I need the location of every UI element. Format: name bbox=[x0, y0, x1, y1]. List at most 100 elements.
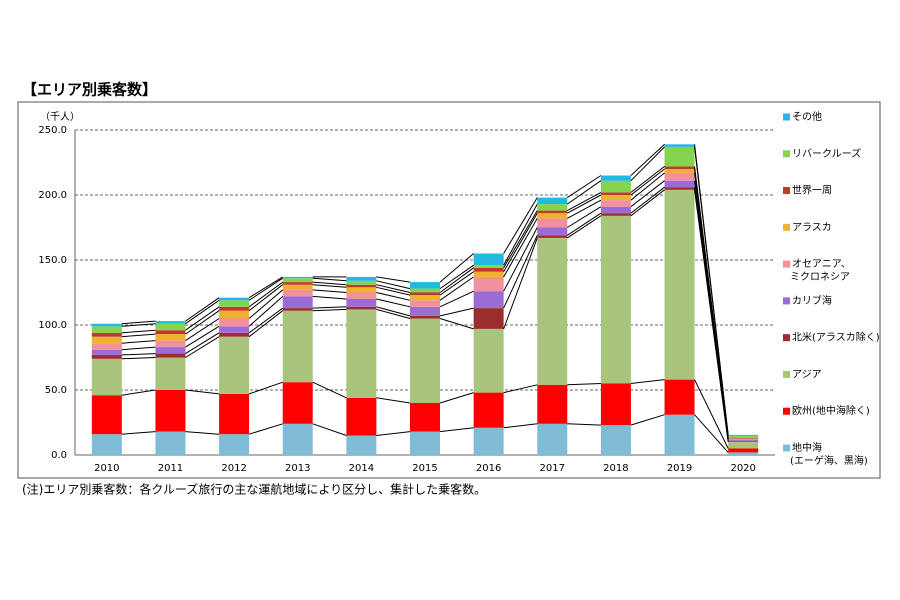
bar-segment bbox=[664, 146, 695, 167]
connector-line bbox=[376, 286, 411, 296]
bar-segment bbox=[537, 235, 568, 238]
x-tick-label: 2015 bbox=[412, 463, 437, 474]
bar-segment bbox=[91, 354, 122, 359]
connector-line bbox=[503, 227, 538, 292]
bar-segment bbox=[282, 382, 313, 424]
bar-segment bbox=[410, 282, 440, 289]
y-unit: （千人） bbox=[40, 111, 80, 123]
connector-line bbox=[630, 186, 665, 214]
connector-line bbox=[630, 180, 665, 208]
bar-segment bbox=[728, 438, 759, 439]
legend-swatch bbox=[783, 223, 790, 231]
connector-line bbox=[567, 199, 602, 219]
bar-segment bbox=[346, 306, 377, 310]
legend-label: アラスカ bbox=[792, 221, 832, 233]
connector-line bbox=[567, 206, 602, 228]
bar-segment bbox=[473, 271, 504, 277]
legend-label: その他 bbox=[792, 110, 822, 123]
connector-line bbox=[439, 264, 474, 290]
bar-segment bbox=[155, 353, 186, 358]
bar-segment bbox=[664, 180, 695, 188]
connector-line bbox=[185, 318, 220, 342]
connector-line bbox=[439, 276, 474, 301]
x-tick-label: 2010 bbox=[94, 463, 119, 474]
bar-segment bbox=[473, 267, 504, 272]
connector-line bbox=[376, 280, 411, 290]
connector-line bbox=[185, 297, 220, 322]
bar-segment bbox=[219, 393, 250, 435]
connector-line bbox=[630, 168, 665, 196]
connector-line bbox=[121, 333, 156, 338]
connector-line bbox=[694, 379, 729, 449]
bar-segment bbox=[155, 323, 186, 331]
bar-segment bbox=[473, 253, 504, 266]
bar-segment bbox=[728, 452, 759, 455]
connector-line bbox=[439, 307, 474, 317]
legend-label: 世界一周 bbox=[792, 185, 832, 197]
bar-segment bbox=[728, 438, 759, 441]
bar-segment bbox=[537, 197, 568, 205]
connector-line bbox=[312, 306, 347, 309]
bar-segment bbox=[346, 287, 377, 293]
bar-segment bbox=[91, 336, 122, 344]
connector-line bbox=[121, 389, 156, 396]
legend-label: リバークルーズ bbox=[792, 147, 861, 160]
x-tick-label: 2012 bbox=[221, 463, 246, 474]
x-tick-label: 2014 bbox=[349, 463, 374, 474]
bar-segment bbox=[410, 306, 440, 316]
bar-segment bbox=[728, 440, 759, 442]
connector-line bbox=[376, 308, 411, 319]
connector-line bbox=[185, 310, 220, 335]
connector-line bbox=[185, 431, 220, 435]
x-tick-label: 2016 bbox=[476, 463, 501, 474]
bar-segment bbox=[219, 310, 250, 319]
connector-line bbox=[567, 191, 602, 212]
bar-segment bbox=[600, 192, 631, 195]
bar-segment bbox=[537, 227, 568, 236]
bar-segment bbox=[664, 169, 695, 173]
bar-segment bbox=[155, 330, 186, 335]
bar-segment bbox=[410, 315, 440, 319]
connector-line bbox=[503, 203, 538, 266]
bar-segment bbox=[600, 383, 631, 426]
connector-line bbox=[503, 197, 538, 254]
bar-segment bbox=[600, 180, 631, 193]
bar-segment bbox=[600, 195, 631, 201]
bar-segment bbox=[91, 326, 122, 333]
connector-line bbox=[185, 299, 220, 325]
bar-segment bbox=[91, 358, 122, 396]
connector-line bbox=[248, 277, 284, 301]
bar-segment bbox=[346, 276, 377, 281]
bar-segment bbox=[282, 308, 313, 311]
bar-segment bbox=[155, 357, 186, 390]
connector-line bbox=[630, 189, 665, 217]
legend-swatch bbox=[783, 444, 790, 452]
connector-line bbox=[503, 384, 538, 394]
x-tick-label: 2017 bbox=[540, 463, 565, 474]
connector-line bbox=[121, 320, 156, 325]
connector-line bbox=[248, 307, 284, 334]
bar-segment bbox=[600, 425, 631, 455]
connector-line bbox=[630, 166, 665, 193]
legend-label: アジア bbox=[792, 369, 822, 380]
bar-segment bbox=[346, 299, 377, 307]
bar-segment bbox=[282, 289, 313, 297]
bar-segment bbox=[664, 189, 695, 380]
connector-line bbox=[439, 392, 474, 404]
connector-line bbox=[694, 144, 729, 435]
bar-segment bbox=[346, 284, 377, 288]
bar-segment bbox=[473, 328, 504, 393]
legend-swatch bbox=[783, 260, 790, 268]
connector-line bbox=[248, 310, 284, 338]
bar-segment bbox=[473, 265, 504, 268]
bar-segment bbox=[664, 379, 695, 415]
connector-line bbox=[185, 389, 220, 395]
connector-line bbox=[248, 296, 284, 327]
connector-line bbox=[185, 336, 220, 358]
connector-line bbox=[376, 306, 411, 317]
bar-segment bbox=[410, 403, 440, 432]
bar-segment bbox=[537, 237, 568, 385]
bar-segment bbox=[664, 166, 695, 169]
connector-line bbox=[566, 212, 602, 236]
connector-line bbox=[694, 166, 729, 439]
